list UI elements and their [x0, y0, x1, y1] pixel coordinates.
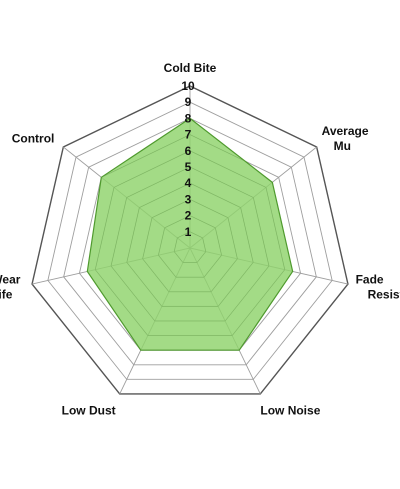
data-grid-overlay-5	[110, 166, 270, 322]
axis-label-3: FadeResistance	[356, 273, 400, 302]
axis-label-4: Low Noise	[260, 404, 320, 418]
data-grid-overlay-1	[173, 231, 207, 263]
tick-label-1: 1	[185, 225, 192, 239]
axis-label-line: Low Noise	[260, 404, 320, 418]
tick-label-10: 10	[181, 79, 195, 93]
tick-label-8: 8	[185, 111, 192, 125]
axis-label-line: Cold Bite	[164, 61, 217, 75]
tick-label-2: 2	[185, 209, 192, 223]
radar-tick-labels: 1 2 3 4 5 6 7 8 9 10	[181, 79, 195, 239]
tick-label-9: 9	[185, 95, 192, 109]
tick-label-4: 4	[185, 176, 192, 190]
data-grid-overlay-2	[158, 215, 222, 278]
grid-ring-9	[47, 101, 333, 380]
tick-label-7: 7	[185, 128, 192, 142]
data-grid-overlay-6	[94, 150, 286, 336]
axis-label-line: Wear	[0, 273, 21, 287]
axis-label-line: Mu	[334, 139, 351, 153]
axis-label-line: Low Dust	[62, 404, 116, 418]
tick-label-6: 6	[185, 144, 192, 158]
axis-label-5: Low Dust	[62, 404, 116, 418]
axis-label-6: WearLife	[0, 273, 21, 302]
axis-label-line: Fade	[356, 273, 384, 287]
radar-data-layer	[86, 117, 294, 351]
data-grid-overlay-4	[126, 182, 254, 307]
axis-label-line: Average	[322, 124, 369, 138]
grid-ring-10	[31, 85, 349, 395]
axis-label-7: Control	[12, 131, 55, 145]
grid-ring-8	[63, 117, 317, 366]
axis-label-line: Life	[0, 288, 13, 302]
tick-label-3: 3	[185, 192, 192, 206]
axis-label-line: Control	[12, 131, 55, 145]
axis-label-1: Cold Bite	[164, 61, 217, 75]
data-grid-overlay-3	[142, 199, 238, 293]
axis-label-2: Average Mu	[322, 124, 369, 153]
tick-label-5: 5	[185, 160, 192, 174]
axis-label-line: Resistance	[368, 288, 400, 302]
